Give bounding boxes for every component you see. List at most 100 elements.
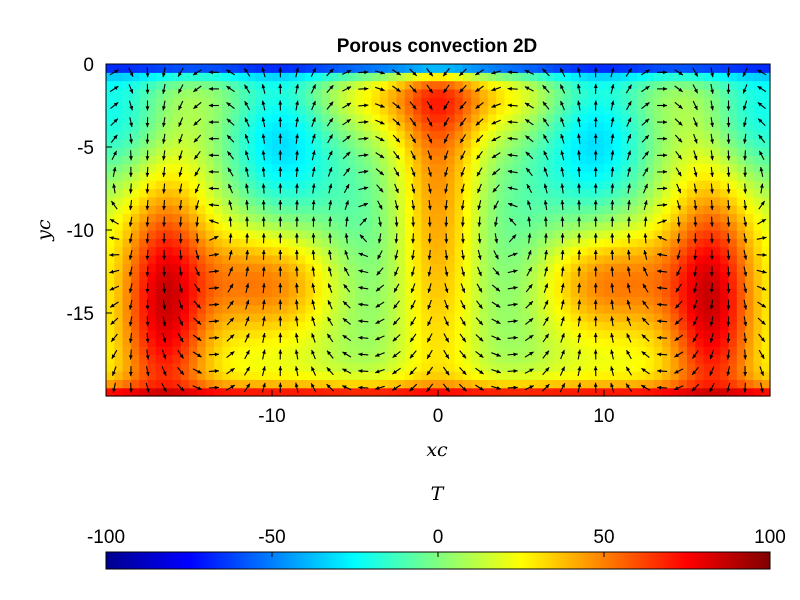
heatmap-cell: [371, 155, 381, 165]
heatmap-cell: [604, 337, 613, 347]
heatmap-cell: [604, 80, 613, 90]
heatmap-cell: [213, 221, 223, 231]
heatmap-cell: [230, 288, 240, 297]
heatmap-cell: [653, 113, 663, 123]
quiver-arrow: [475, 350, 484, 359]
heatmap-cell: [114, 354, 124, 364]
quiver-arrow: [444, 183, 448, 194]
heatmap-cell: [438, 122, 447, 131]
quiver-arrow: [343, 283, 351, 293]
heatmap-cell: [197, 238, 207, 248]
quiver-arrow: [162, 299, 167, 310]
heatmap-cell: [147, 171, 157, 181]
heatmap-cell: [678, 346, 688, 356]
heatmap-cell: [263, 346, 273, 356]
heatmap-cell: [346, 205, 356, 214]
quiver-arrow: [692, 333, 699, 343]
heatmap-cell: [670, 337, 680, 347]
heatmap-cell: [645, 354, 655, 364]
heatmap-cell: [222, 72, 232, 82]
heatmap-cell: [487, 296, 497, 306]
heatmap-cell: [645, 254, 655, 264]
heatmap-cell: [703, 313, 713, 322]
quiver-arrow: [145, 299, 150, 310]
heatmap-cell: [595, 246, 605, 256]
heatmap-cell: [272, 72, 281, 82]
heatmap-cell: [471, 72, 481, 82]
quiver-arrow: [409, 117, 417, 127]
heatmap-cell: [313, 180, 323, 190]
heatmap-cell: [280, 263, 290, 273]
heatmap-cell: [512, 213, 522, 223]
heatmap-cell: [604, 254, 613, 264]
quiver-arrow: [560, 299, 565, 310]
quiver-arrow: [393, 167, 400, 177]
heatmap-cell: [147, 122, 157, 131]
quiver-arrow: [209, 235, 219, 241]
heatmap-cell: [529, 371, 539, 380]
heatmap-cell: [479, 387, 489, 397]
quiver-arrow: [162, 216, 166, 227]
heatmap-cell: [570, 155, 580, 165]
heatmap-cell: [272, 130, 281, 140]
quiver-arrow: [709, 366, 715, 376]
heatmap-cell: [363, 354, 373, 364]
heatmap-cell: [296, 288, 306, 297]
heatmap-cell: [529, 379, 539, 389]
heatmap-cell: [462, 196, 472, 206]
quiver-arrow: [543, 299, 549, 310]
heatmap-cell: [454, 72, 464, 82]
heatmap-cell: [164, 337, 173, 347]
heatmap-cell: [504, 213, 514, 223]
quiver-arrow: [261, 117, 266, 128]
heatmap-cell: [222, 180, 232, 190]
heatmap-cell: [404, 379, 414, 389]
heatmap-cell: [404, 288, 414, 297]
heatmap-cell: [305, 130, 315, 140]
heatmap-cell: [438, 362, 447, 372]
heatmap-cell: [628, 337, 638, 347]
heatmap-cell: [670, 288, 680, 297]
heatmap-cell: [570, 163, 580, 173]
heatmap-cell: [379, 163, 389, 173]
heatmap-cell: [487, 196, 497, 206]
heatmap-cell: [703, 64, 713, 73]
heatmap-cell: [521, 279, 530, 289]
quiver-arrow: [342, 334, 352, 342]
heatmap-cell: [562, 130, 572, 140]
quiver-arrow: [640, 69, 651, 76]
heatmap-cell: [155, 122, 165, 131]
heatmap-cell: [313, 379, 323, 389]
quiver-arrow: [560, 266, 565, 277]
heatmap-cell: [628, 97, 638, 107]
heatmap-cell: [205, 254, 215, 264]
quiver-arrow: [262, 332, 266, 343]
heatmap-cell: [720, 72, 730, 82]
quiver-arrow: [560, 249, 565, 260]
heatmap-cell: [189, 147, 198, 156]
heatmap-cell: [446, 122, 456, 131]
heatmap-cell: [106, 279, 115, 289]
heatmap-cell: [637, 221, 647, 231]
heatmap-cell: [247, 230, 256, 239]
heatmap-cell: [313, 205, 323, 214]
heatmap-cell: [247, 379, 256, 389]
heatmap-cell: [421, 188, 431, 198]
heatmap-cell: [745, 130, 754, 140]
heatmap-cell: [288, 80, 298, 90]
quiver-arrow: [642, 167, 649, 177]
heatmap-cell: [471, 138, 481, 148]
heatmap-cell: [554, 97, 564, 107]
heatmap-cell: [330, 72, 339, 82]
heatmap-cell: [562, 155, 572, 165]
heatmap-cell: [272, 238, 281, 248]
heatmap-cell: [288, 105, 298, 115]
heatmap-cell: [330, 188, 339, 198]
heatmap-cell: [487, 130, 497, 140]
quiver-arrow: [443, 133, 449, 144]
quiver-arrow: [162, 266, 167, 277]
heatmap-cell: [155, 337, 165, 347]
heatmap-cell: [662, 371, 671, 380]
heatmap-cell: [653, 64, 663, 73]
heatmap-cell: [106, 296, 115, 306]
